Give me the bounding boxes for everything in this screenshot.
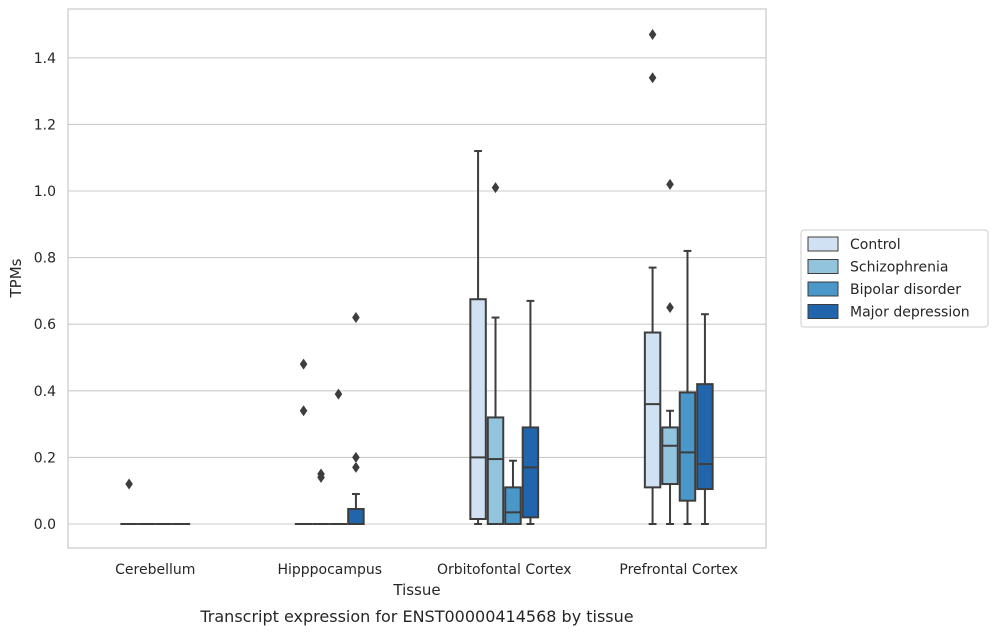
box-schizophrenia: [486, 182, 505, 525]
outlier-point: [352, 451, 360, 463]
y-tick-label: 0.4: [34, 384, 56, 400]
x-tick-label: Hipppocampus: [277, 562, 382, 578]
box-bipolar-disorder: [504, 459, 522, 525]
box-body: [486, 416, 505, 525]
legend-swatch: [807, 236, 839, 252]
outlier-point: [666, 302, 674, 314]
legend-swatch: [807, 281, 839, 297]
box-body: [696, 383, 714, 491]
legend-label: Schizophrenia: [850, 260, 948, 276]
y-tick-label: 1.0: [34, 184, 56, 200]
outlier-point: [317, 471, 325, 483]
x-tick-label: Prefrontal Cortex: [619, 562, 738, 578]
box-control: [643, 28, 662, 525]
box-bipolar-disorder: [329, 388, 348, 526]
box-body: [469, 298, 487, 521]
legend-label: Major depression: [850, 305, 970, 321]
outlier-point: [299, 405, 308, 417]
y-tick-label: 0.6: [34, 317, 56, 333]
y-tick-label: 1.4: [34, 51, 56, 67]
x-axis-label: Tissue: [392, 581, 440, 599]
box-schizophrenia: [312, 468, 330, 526]
x-tick-labels: Cerebellum Hipppocampus Orbitofontal Corte…: [115, 562, 738, 578]
legend-swatch: [807, 259, 839, 274]
box-bipolar-disorder: [678, 249, 697, 525]
legend: Control Schizophrenia Bipolar disorder Majo…: [800, 229, 989, 328]
outlier-point: [666, 178, 674, 190]
outlier-point: [125, 478, 133, 490]
x-tick-label: Orbitofontal Cortex: [437, 562, 572, 578]
x-tick-label: Cerebellum: [115, 562, 195, 578]
box-body: [347, 508, 365, 526]
outlier-point: [299, 358, 308, 370]
y-tick-label: 0.0: [34, 517, 56, 533]
legend-swatch: [807, 304, 839, 319]
box-body: [678, 391, 697, 502]
box-major-depression: [521, 299, 540, 525]
legend-label: Bipolar disorder: [850, 282, 961, 298]
box-control: [120, 478, 138, 526]
box-body: [643, 331, 662, 489]
chart-caption: Transcript expression for ENST0000041456…: [199, 607, 633, 626]
box-body: [661, 426, 679, 486]
box-schizophrenia: [661, 178, 679, 525]
box-major-depression: [347, 312, 365, 526]
boxes: [120, 28, 714, 526]
outlier-point: [648, 72, 657, 84]
outlier-point: [648, 28, 657, 40]
box-control: [294, 358, 313, 526]
y-tick-label: 0.8: [34, 251, 56, 267]
outlier-point: [352, 461, 360, 473]
y-tick-labels: 0.0 0.2 0.4 0.6 0.8 1.0 1.2 1.4: [34, 51, 56, 533]
y-axis-label: TPMs: [7, 258, 25, 298]
y-tick-label: 1.2: [34, 117, 56, 133]
box-body: [521, 426, 540, 519]
box-control: [469, 150, 487, 525]
outlier-point: [352, 312, 360, 324]
legend-frame: [800, 229, 989, 328]
legend-label: Control: [850, 237, 901, 253]
y-tick-label: 0.2: [34, 450, 56, 466]
outlier-point: [491, 182, 500, 194]
box-major-depression: [696, 313, 714, 525]
box-body: [504, 486, 522, 525]
outlier-point: [334, 388, 343, 400]
